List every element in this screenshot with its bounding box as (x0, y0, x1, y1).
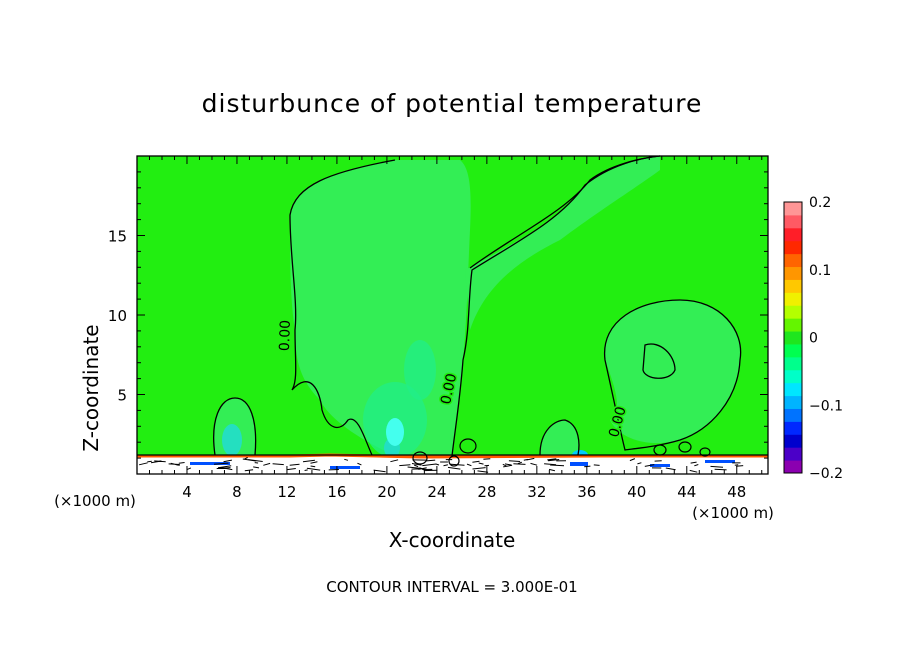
zero-contour-3 (469, 155, 661, 269)
surface-noise-layer (137, 453, 768, 474)
small-contour-loop-6 (448, 455, 460, 467)
x-axis-ticks: 4 8 12 16 20 24 28 32 36 40 44 48 (136, 156, 763, 501)
colorbar-swatch (784, 214, 802, 229)
y-tick-label: 15 (108, 228, 127, 246)
x-tick-label: 44 (677, 483, 696, 501)
colorbar-swatch (784, 343, 802, 358)
colorbar-swatch (784, 408, 802, 422)
x-unit-right: (×1000 m) (692, 504, 774, 522)
plot-area: 0.000.000.00 4 8 12 16 20 24 28 32 36 40 44 48 5101… (108, 155, 769, 501)
contour-label-1: 0.00 (277, 320, 294, 352)
colorbar-swatch (784, 447, 802, 461)
chart-title: disturbunce of potential temperature (202, 89, 703, 118)
x-tick-label: 4 (182, 483, 192, 501)
x-tick-label: 36 (577, 483, 596, 501)
x-tick-label: 16 (327, 483, 346, 501)
x-tick-label: 32 (527, 483, 546, 501)
surface-warm-edge (137, 453, 768, 459)
x-axis-label: X-coordinate (389, 528, 516, 552)
surface-cold-streak-1 (190, 462, 230, 465)
surface-cold-streak-2 (330, 466, 360, 469)
x-tick-label: 40 (627, 483, 646, 501)
negative-region-3 (604, 300, 741, 444)
y-tick-label: 10 (108, 307, 127, 325)
colorbar-swatch (784, 331, 802, 345)
zero-contour-5 (642, 343, 676, 379)
colorbar-label: −0.2 (809, 466, 843, 482)
colorbar-swatch (784, 369, 802, 384)
small-contour-loop-4 (678, 441, 692, 453)
small-contour-loop-1 (459, 438, 477, 454)
colorbar-swatch (784, 253, 802, 268)
negative-anomaly-regions (213, 156, 741, 460)
surface-cold-streak-3 (570, 462, 588, 466)
colorbar-swatch (784, 460, 802, 474)
x-tick-label: 12 (277, 483, 296, 501)
colorbar-swatch (784, 292, 802, 306)
colorbar-frame (783, 201, 803, 474)
colorbar-swatch (784, 395, 802, 409)
surface-cold-streak-4 (650, 464, 670, 467)
strong-negative-core (386, 418, 404, 446)
zero-contour-4 (604, 299, 742, 451)
colorbar-swatch (784, 434, 802, 448)
small-contour-loop-3 (653, 444, 667, 456)
x-tick-label: 28 (477, 483, 496, 501)
contour-interval-note: CONTOUR INTERVAL = 3.000E-01 (326, 578, 577, 596)
negative-region-5 (540, 420, 579, 455)
colorbar-swatch (784, 227, 802, 242)
colorbar-label: 0 (809, 331, 818, 347)
small-contour-loop-2 (412, 451, 428, 465)
x-unit-left: (×1000 m) (54, 492, 136, 510)
moderate-negative-2 (404, 340, 436, 400)
x-tick-label: 8 (232, 483, 242, 501)
colorbar-label: −0.1 (809, 398, 843, 414)
colorbar-swatch (784, 266, 802, 280)
colorbar: 0.2 0.1 0 −0.1 −0.2 (783, 195, 843, 482)
colorbar-swatch (784, 279, 802, 293)
zero-contour-1 (289, 159, 396, 456)
y-axis-label: Z-coordinate (79, 324, 103, 451)
colorbar-swatch (784, 382, 802, 397)
x-tick-label: 48 (727, 483, 746, 501)
small-contour-loop-5 (699, 447, 711, 457)
colorbar-swatch (784, 318, 802, 332)
x-tick-label: 20 (377, 483, 396, 501)
zero-contour-lines (213, 155, 742, 467)
colorbar-swatch (784, 202, 802, 216)
colorbar-label: 0.2 (809, 195, 831, 211)
zero-contour-7 (539, 419, 580, 456)
zero-contour-2 (451, 155, 661, 457)
colorbar-swatch (784, 240, 802, 255)
zero-contour-6 (213, 397, 257, 456)
colorbar-swatch (784, 421, 802, 435)
colorbar-swatch (784, 356, 802, 371)
colorbar-swatch (784, 305, 802, 319)
surface-cold-streak-5 (705, 460, 735, 463)
y-tick-label: 5 (117, 387, 127, 405)
colorbar-label: 0.1 (809, 263, 831, 279)
negative-region-2 (465, 156, 660, 330)
x-tick-label: 24 (427, 483, 446, 501)
y-axis-ticks: 5 10 15 (108, 171, 768, 475)
moderate-negative-3 (222, 424, 242, 456)
